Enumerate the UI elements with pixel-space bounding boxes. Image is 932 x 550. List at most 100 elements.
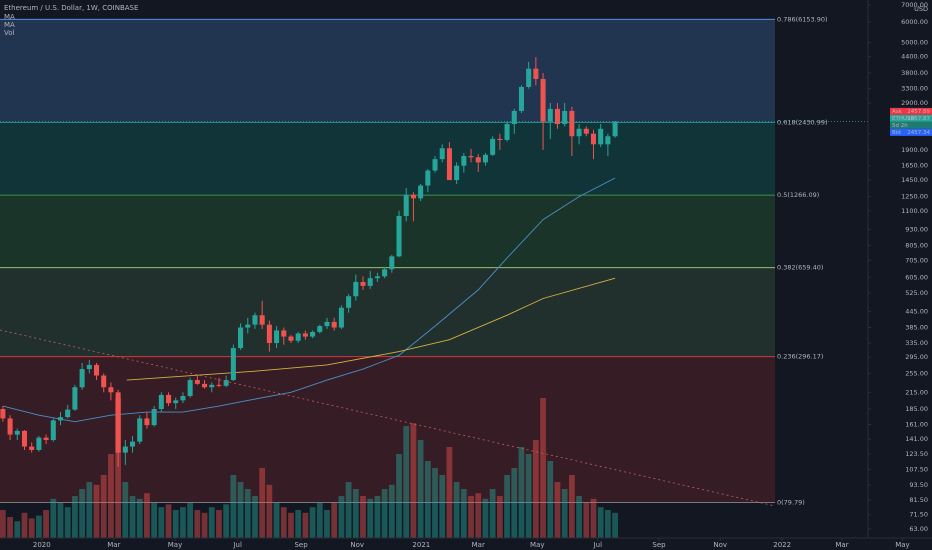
candle-body	[93, 364, 100, 376]
candle-body	[454, 165, 460, 181]
volume-bar	[57, 503, 64, 538]
y-tick-label: 6000.00	[901, 18, 928, 26]
volume-bar	[518, 447, 525, 538]
volume-bar	[7, 517, 13, 538]
volume-bar	[187, 503, 194, 538]
volume-bar	[525, 454, 532, 538]
volume-bar	[568, 475, 575, 538]
candle-body	[310, 331, 316, 337]
candle-body	[108, 387, 114, 393]
volume-bar	[605, 510, 611, 538]
x-tick-label: May	[895, 541, 909, 549]
candle-body	[202, 383, 208, 388]
price-tag-value: 2457.34	[907, 130, 930, 136]
candle-body	[403, 194, 409, 216]
volume-bar	[439, 475, 446, 538]
x-tick-label: Sep	[294, 541, 308, 549]
candle-body	[331, 321, 337, 328]
candle-body	[194, 380, 200, 384]
fib-zone	[0, 356, 775, 503]
candle-body	[72, 387, 78, 410]
candle-body	[360, 281, 366, 286]
volume-bar	[172, 510, 179, 538]
candle-body	[130, 441, 136, 447]
candle-body	[612, 121, 618, 137]
volume-bar	[0, 510, 6, 538]
candle-body	[432, 159, 438, 171]
volume-bar	[36, 515, 42, 538]
y-tick-label: 71.50	[909, 511, 928, 519]
candle-body	[223, 380, 229, 386]
y-tick-label: 2900.00	[901, 99, 928, 107]
y-tick-label: 525.00	[905, 289, 928, 297]
candle-body	[346, 296, 352, 308]
volume-bar	[403, 426, 410, 538]
candle-body	[43, 437, 49, 441]
price-tag-name: Ask	[892, 109, 903, 115]
x-tick-label: Sep	[652, 541, 666, 549]
volume-bar	[259, 468, 266, 538]
volume-bar	[244, 489, 251, 538]
volume-bar	[554, 482, 561, 538]
candle-body	[439, 148, 445, 160]
candle-body	[29, 446, 35, 450]
candle-body	[511, 110, 517, 125]
candle-body	[533, 68, 539, 79]
price-tag	[890, 121, 932, 129]
volume-bar	[489, 489, 496, 538]
fib-label: 0.618(2430.99)	[777, 119, 828, 127]
volume-bar	[396, 454, 402, 538]
volume-bar	[583, 503, 590, 538]
volume-bar	[417, 440, 424, 538]
candle-body	[101, 375, 107, 388]
y-tick-label: 123.50	[905, 450, 928, 458]
volume-bar	[612, 512, 618, 538]
volume-bar	[86, 482, 93, 538]
volume-bar	[460, 489, 467, 538]
price-tag	[890, 107, 932, 115]
candle-body	[158, 394, 164, 410]
volume-bar	[468, 496, 474, 538]
moving-average	[2, 177, 616, 423]
volume-bar	[446, 447, 453, 538]
candle-body	[266, 324, 272, 343]
candle-body	[389, 256, 395, 270]
volume-bar	[316, 503, 323, 538]
volume-bar	[100, 475, 107, 538]
candle-body	[497, 138, 503, 140]
volume-bar	[194, 510, 201, 538]
y-tick-label: 930.00	[905, 225, 928, 233]
candle-body	[252, 315, 258, 325]
volume-bar	[273, 503, 280, 538]
candle-body	[238, 327, 244, 349]
candle-body	[374, 276, 380, 279]
x-tick-label: Mar	[472, 541, 485, 549]
volume-bar	[302, 512, 309, 538]
y-tick-label: 295.00	[905, 353, 928, 361]
candle-body	[274, 330, 280, 343]
candle-body	[598, 128, 604, 145]
candle-body	[562, 110, 568, 125]
plot-area	[0, 18, 868, 538]
candle-body	[36, 437, 42, 450]
volume-bar	[576, 496, 582, 538]
volume-bar	[367, 498, 374, 538]
candle-body	[65, 409, 71, 418]
candle-body	[482, 154, 488, 163]
candle-body	[396, 215, 402, 257]
volume-bar	[72, 496, 78, 538]
y-tick-label: 1250.00	[901, 193, 928, 201]
candle-body	[446, 148, 452, 181]
candle-body	[324, 321, 330, 327]
x-tick-label: Mar	[107, 541, 120, 549]
volume-bar	[136, 498, 143, 538]
volume-bar	[561, 489, 568, 538]
volume-bar	[144, 493, 150, 538]
fib-zone	[0, 19, 775, 123]
volume-bar	[93, 484, 100, 538]
x-tick-label: Jul	[232, 541, 242, 549]
volume-bar	[50, 498, 57, 538]
fib-label: 0.786(6153.90)	[777, 15, 828, 23]
candle-body	[180, 395, 186, 401]
x-tick-label: 2021	[412, 541, 430, 549]
